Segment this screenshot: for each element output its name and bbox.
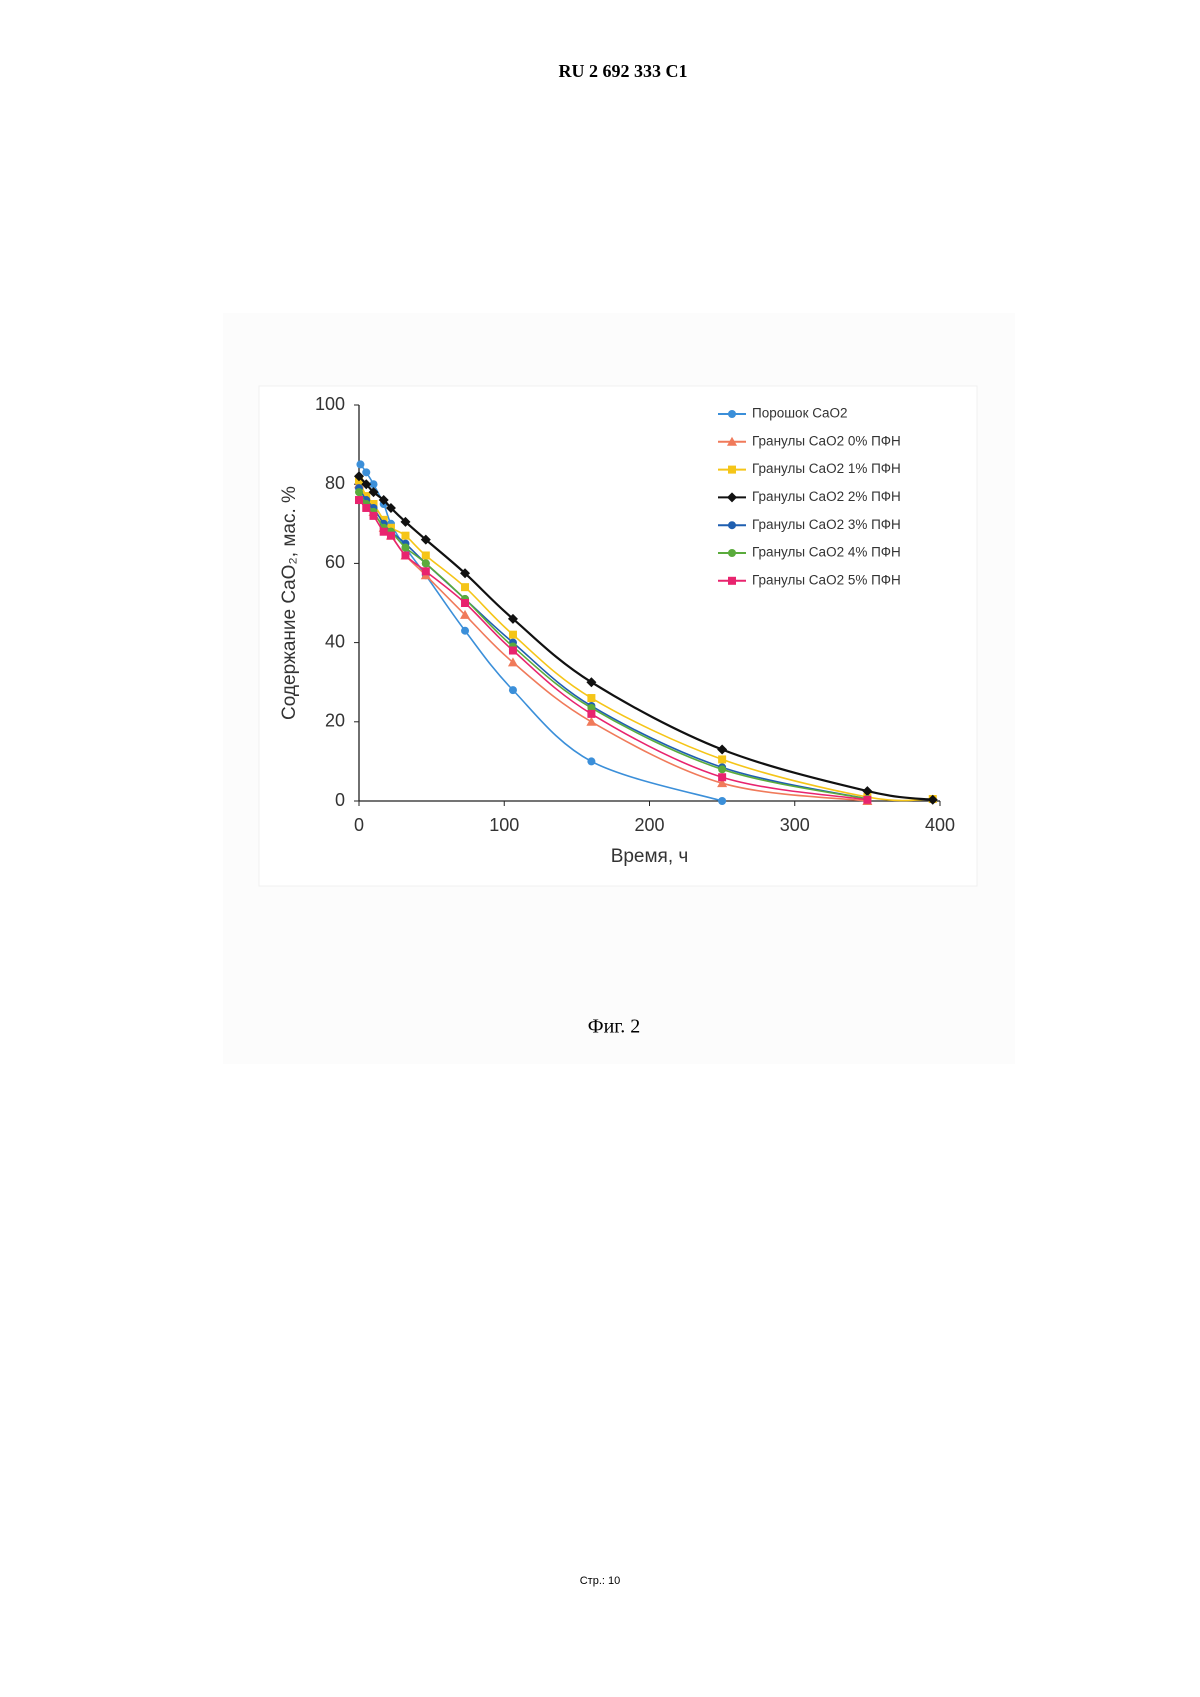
data-point xyxy=(362,468,370,476)
y-axis-label: Содержание CaO₂, мас. % xyxy=(279,486,300,720)
y-tick-label: 40 xyxy=(325,631,345,651)
data-point xyxy=(587,757,595,765)
x-tick-label: 400 xyxy=(925,815,955,835)
data-point xyxy=(422,567,430,575)
data-point xyxy=(863,796,871,804)
y-tick-label: 100 xyxy=(315,394,345,414)
data-point xyxy=(401,544,409,552)
data-point xyxy=(401,551,409,559)
data-point xyxy=(461,583,469,591)
data-point xyxy=(370,512,378,520)
legend-marker xyxy=(728,549,736,557)
data-point xyxy=(718,755,726,763)
data-point xyxy=(356,460,364,468)
legend-label: Гранулы CaO2 2% ПФН xyxy=(752,489,901,504)
legend-marker xyxy=(728,410,736,418)
y-tick-label: 0 xyxy=(335,790,345,810)
legend-marker xyxy=(728,466,736,474)
data-point xyxy=(380,528,388,536)
data-point xyxy=(587,710,595,718)
data-point xyxy=(718,773,726,781)
header-title: RU 2 692 333 C1 xyxy=(559,61,688,81)
legend-label: Гранулы CaO2 1% ПФН xyxy=(752,461,901,476)
y-tick-label: 60 xyxy=(325,552,345,572)
data-point xyxy=(362,504,370,512)
y-tick-label: 80 xyxy=(325,473,345,493)
x-tick-label: 100 xyxy=(489,815,519,835)
data-point xyxy=(509,647,517,655)
legend-label: Гранулы CaO2 3% ПФН xyxy=(752,517,901,532)
x-axis-label: Время, ч xyxy=(611,846,689,867)
page-footer: Стр.: 10 xyxy=(580,1575,621,1587)
data-point xyxy=(422,559,430,567)
data-point xyxy=(461,627,469,635)
legend-label: Гранулы CaO2 4% ПФН xyxy=(752,545,901,560)
x-tick-label: 300 xyxy=(780,815,810,835)
legend-marker xyxy=(728,521,736,529)
data-point xyxy=(587,694,595,702)
data-point xyxy=(718,797,726,805)
x-tick-label: 200 xyxy=(634,815,664,835)
figure-caption: Фиг. 2 xyxy=(588,1016,640,1038)
y-tick-label: 20 xyxy=(325,711,345,731)
data-point xyxy=(422,551,430,559)
data-point xyxy=(509,631,517,639)
legend-label: Гранулы CaO2 0% ПФН xyxy=(752,433,901,448)
data-point xyxy=(509,686,517,694)
x-tick-label: 0 xyxy=(354,815,364,835)
data-point xyxy=(387,532,395,540)
data-point xyxy=(461,599,469,607)
legend-marker xyxy=(728,577,736,585)
data-point xyxy=(401,532,409,540)
legend-label: Гранулы CaO2 5% ПФН xyxy=(752,572,901,587)
data-point xyxy=(718,765,726,773)
data-point xyxy=(355,496,363,504)
legend-label: Порошок CaO2 xyxy=(752,406,848,421)
data-point xyxy=(355,488,363,496)
